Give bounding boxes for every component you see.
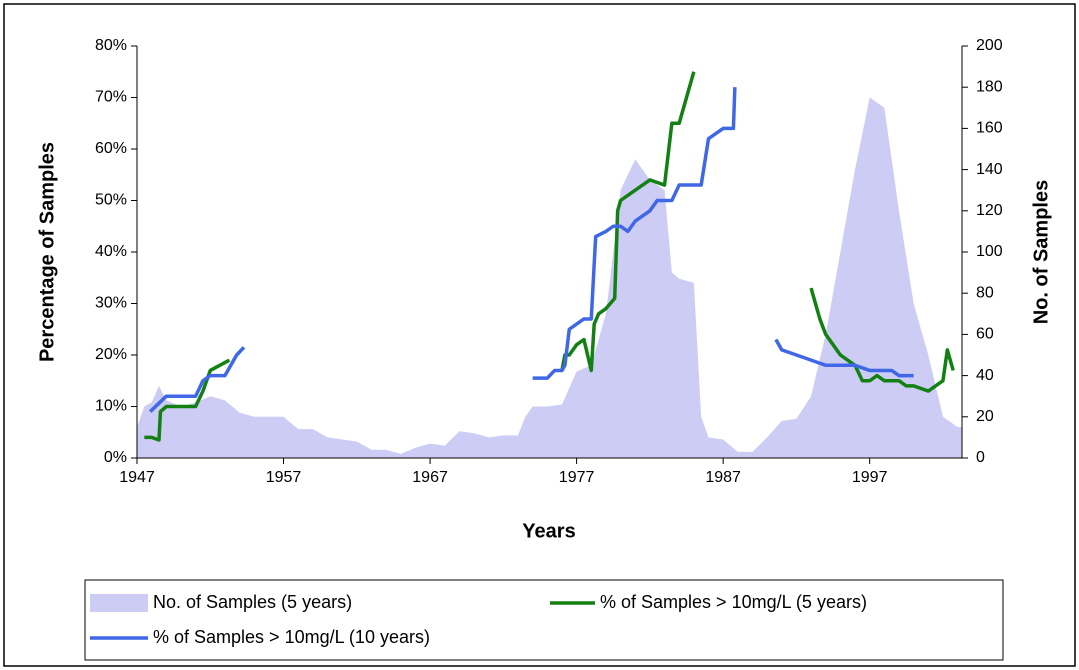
legend-label: % of Samples > 10mg/L (5 years) [600,592,867,612]
y2-tick-label: 20 [976,408,994,425]
x-tick-label: 1987 [705,469,741,486]
y2-tick-label: 160 [976,120,1003,137]
legend [84,579,1004,661]
y-tick-label: 40% [95,243,127,260]
plot-area [137,71,962,458]
y-tick-label: 70% [95,89,127,106]
y-tick-label: 30% [95,295,127,312]
x-axis-title: Years [522,520,575,542]
y2-tick-label: 120 [976,202,1003,219]
line [148,87,914,413]
x-tick-label: 1967 [412,469,448,486]
y-axis-title: Percentage of Samples [36,142,58,362]
y-tick-label: 50% [95,192,127,209]
x-tick-label: 1957 [266,469,302,486]
y2-tick-label: 140 [976,161,1003,178]
legend-swatch [90,594,148,612]
y2-tick-label: 40 [976,367,994,384]
legend-label: No. of Samples (5 years) [153,592,352,612]
y-tick-label: 10% [95,398,127,415]
area [137,97,962,458]
y2-tick-label: 180 [976,78,1003,95]
legend-label: % of Samples > 10mg/L (10 years) [153,627,430,647]
y2-tick-label: 80 [976,284,994,301]
y2-tick-label: 200 [976,37,1003,54]
y2-tick-label: 100 [976,243,1003,260]
y2-tick-label: 60 [976,326,994,343]
y-tick-label: 80% [95,37,127,54]
y-tick-label: 0% [104,449,127,466]
y2-axis-title: No. of Samples [1030,180,1052,324]
line [144,71,955,442]
y-tick-label: 20% [95,346,127,363]
y2-tick-label: 0 [976,449,985,466]
x-tick-label: 1977 [559,469,595,486]
y-tick-label: 60% [95,140,127,157]
x-tick-label: 1947 [119,469,155,486]
x-tick-label: 1997 [852,469,888,486]
